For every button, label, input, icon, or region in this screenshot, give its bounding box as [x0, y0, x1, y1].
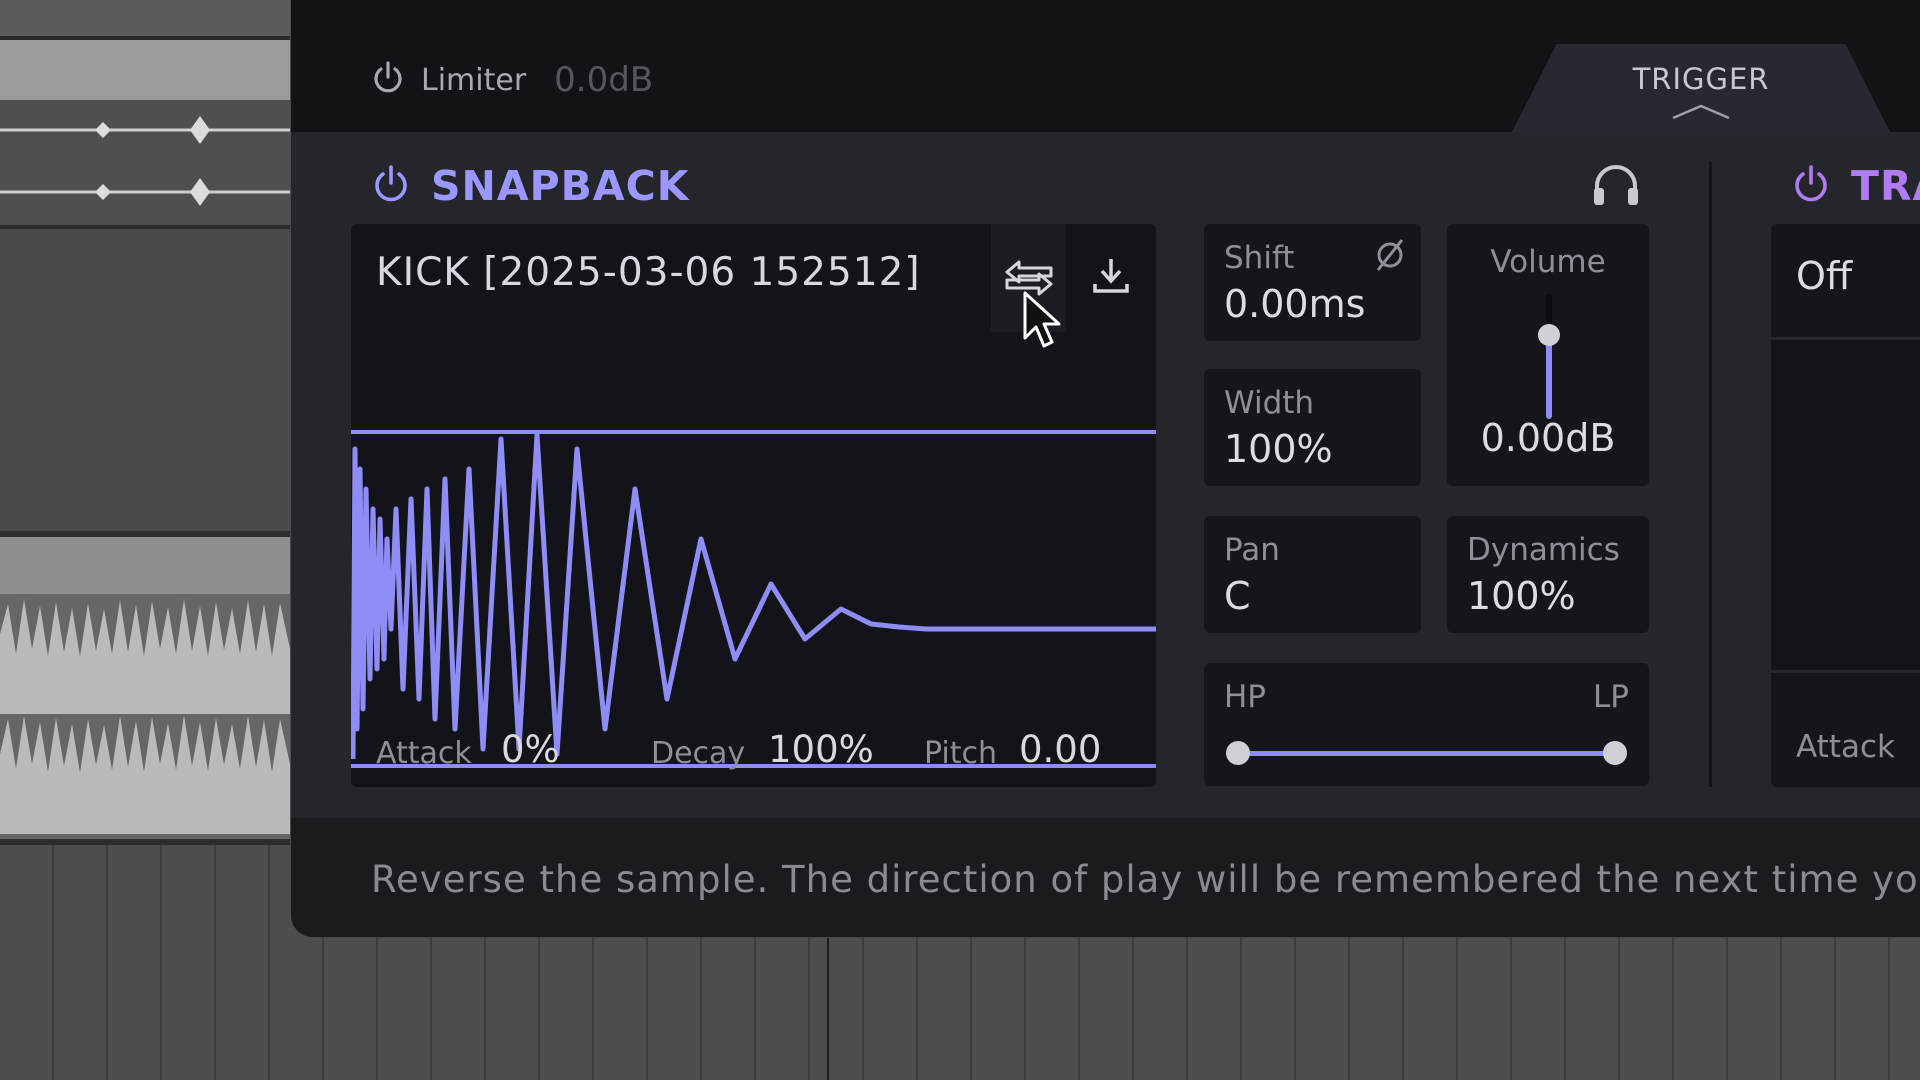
hp-handle[interactable] — [1226, 741, 1250, 765]
automation-curves — [0, 116, 290, 206]
plugin-top-bar: Limiter 0.0dB TRIGGER — [291, 0, 1920, 134]
daw-playhead[interactable] — [827, 938, 829, 1080]
snapback-header: SNAPBACK — [371, 162, 689, 210]
filter-range-track[interactable] — [1238, 751, 1615, 756]
width-control[interactable]: Width 100% — [1204, 369, 1421, 486]
pitch-value[interactable]: 0.00 — [1019, 728, 1102, 771]
plugin-main-panel: SNAPBACK KICK [2025-03-06 152512] — [291, 132, 1920, 818]
plugin-window: Limiter 0.0dB TRIGGER SNAPBACK KICK [202… — [291, 0, 1920, 937]
volume-label: Volume — [1490, 244, 1606, 280]
hp-lp-filter-control: HP LP — [1204, 663, 1649, 786]
limiter-label: Limiter — [421, 62, 527, 98]
daw-audio-waveform[interactable] — [0, 594, 290, 845]
second-section-display — [1771, 340, 1920, 673]
lp-label: LP — [1593, 679, 1629, 715]
second-section-header: TRA — [1791, 162, 1920, 210]
power-icon[interactable] — [371, 60, 405, 100]
phase-invert-icon[interactable] — [1374, 238, 1406, 272]
section-divider — [1709, 162, 1712, 787]
shift-control[interactable]: Shift 0.00ms — [1204, 224, 1421, 341]
pan-control[interactable]: Pan C — [1204, 516, 1421, 633]
waveform-path — [351, 432, 1156, 760]
power-icon[interactable] — [1791, 163, 1831, 209]
volume-slider-handle[interactable] — [1538, 324, 1560, 346]
limiter-value[interactable]: 0.0dB — [554, 60, 654, 100]
chevron-up-icon — [1672, 104, 1730, 120]
daw-audio-clip-header[interactable] — [0, 537, 290, 594]
daw-waveform-graphic — [0, 599, 290, 834]
decay-label: Decay — [651, 736, 746, 771]
width-label: Width — [1224, 385, 1315, 421]
dynamics-label: Dynamics — [1467, 532, 1620, 568]
power-icon[interactable] — [371, 163, 411, 209]
trigger-tab-label: TRIGGER — [1632, 62, 1770, 96]
sample-panel: KICK [2025-03-06 152512] — [351, 224, 1156, 787]
daw-track-header — [0, 0, 290, 40]
attack-value[interactable]: 0% — [501, 728, 560, 771]
width-value[interactable]: 100% — [1224, 427, 1333, 471]
mouse-pointer-icon — [1023, 291, 1061, 348]
pitch-label: Pitch — [924, 736, 998, 771]
second-section-attack-label: Attack — [1796, 729, 1895, 765]
second-section-mode[interactable]: Off — [1771, 224, 1920, 340]
volume-slider-fill — [1546, 334, 1552, 419]
sample-name[interactable]: KICK [2025-03-06 152512] — [376, 250, 921, 295]
hp-label: HP — [1224, 679, 1267, 715]
reverse-arrows-icon — [1005, 260, 1052, 296]
second-section-mode-value[interactable]: Off — [1796, 254, 1853, 298]
decay-value[interactable]: 100% — [768, 728, 874, 771]
pan-label: Pan — [1224, 532, 1280, 568]
shift-label: Shift — [1224, 240, 1295, 276]
headphones-icon[interactable] — [1591, 162, 1641, 212]
hint-bar: Reverse the sample. The direction of pla… — [291, 818, 1920, 937]
pan-value[interactable]: C — [1224, 574, 1251, 618]
daw-clip[interactable] — [0, 40, 290, 100]
second-section-panel: Off Attack — [1771, 224, 1920, 787]
hint-text: Reverse the sample. The direction of pla… — [371, 858, 1920, 901]
shift-value[interactable]: 0.00ms — [1224, 282, 1366, 326]
save-sample-button[interactable] — [1081, 246, 1141, 306]
lp-handle[interactable] — [1603, 741, 1627, 765]
second-section-title: TRA — [1851, 162, 1920, 210]
sample-params-row: Attack 0% Decay 100% Pitch 0.00 — [351, 724, 1156, 774]
limiter-control: Limiter 0.0dB — [371, 60, 653, 100]
volume-control[interactable]: Volume 0.00dB — [1447, 224, 1649, 486]
download-icon — [1093, 259, 1129, 293]
sample-waveform[interactable] — [351, 429, 1156, 769]
trigger-tab[interactable]: TRIGGER — [1511, 44, 1891, 134]
volume-value[interactable]: 0.00dB — [1480, 416, 1616, 460]
daw-empty-track[interactable] — [0, 229, 290, 537]
daw-automation-lane[interactable] — [0, 100, 290, 229]
dynamics-value[interactable]: 100% — [1467, 574, 1576, 618]
snapback-title: SNAPBACK — [431, 162, 690, 210]
dynamics-control[interactable]: Dynamics 100% — [1447, 516, 1649, 633]
attack-label: Attack — [376, 736, 472, 771]
